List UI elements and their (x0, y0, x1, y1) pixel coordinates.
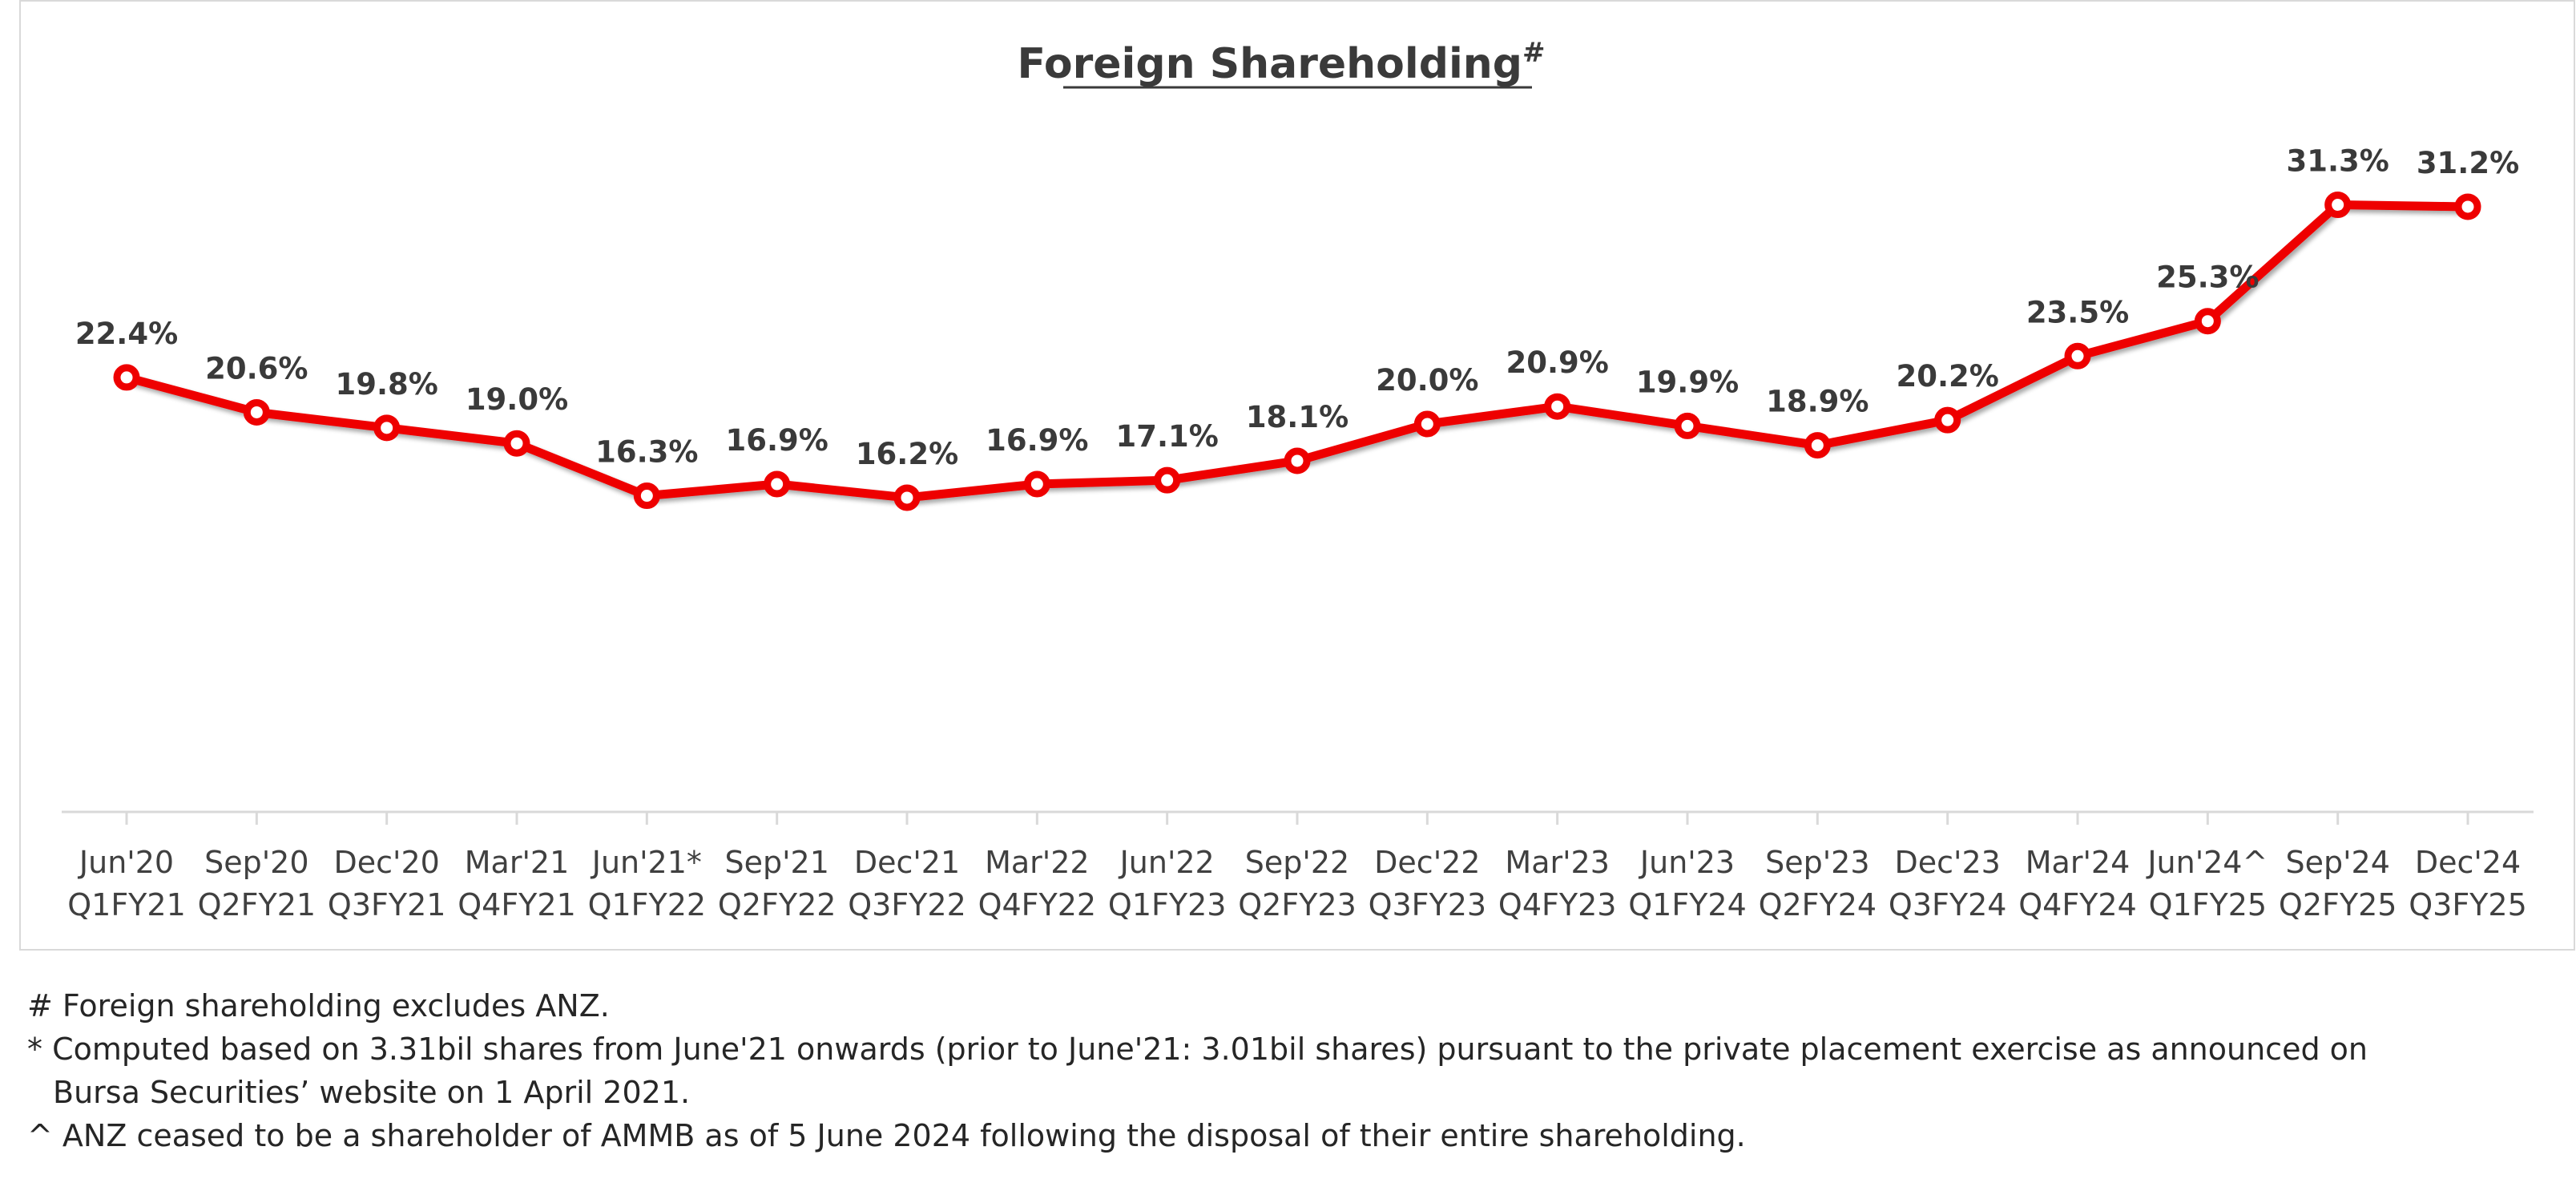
footnote-caret: ^ ANZ ceased to be a shareholder of AMMB… (27, 1118, 1746, 1153)
data-point (243, 398, 270, 426)
data-label: 19.8% (335, 367, 437, 402)
x-tick-label-quarter: Q3FY24 (1889, 887, 2007, 923)
x-tick-label-month: Dec'21 (854, 845, 960, 880)
x-tick-label-quarter: Q2FY21 (198, 887, 316, 923)
x-tick-label-quarter: Q4FY21 (458, 887, 576, 923)
chart-title: Foreign Shareholding# (1017, 37, 1546, 89)
x-tick-label-month: Dec'23 (1894, 845, 2000, 880)
x-tick-label-month: Mar'22 (985, 845, 1090, 880)
footnote-hash: # Foreign shareholding excludes ANZ. (27, 988, 610, 1023)
x-tick-label-month: Mar'23 (1505, 845, 1610, 880)
data-point (1544, 393, 1571, 420)
x-tick-label-quarter: Q1FY24 (1628, 887, 1747, 923)
data-point (1154, 466, 1181, 494)
chart-frame: Foreign Shareholding# Jun'20 Q1FY21 Sep'20… (19, 0, 2575, 951)
x-tick-label-month: Jun'22 (1119, 845, 1215, 880)
footnotes: # Foreign shareholding excludes ANZ. * C… (27, 984, 2551, 1157)
x-tick-label-month: Jun'23 (1639, 845, 1735, 880)
x-tick-label-month: Dec'22 (1374, 845, 1480, 880)
x-tick-label-quarter: Q1FY23 (1108, 887, 1227, 923)
x-tick-label-month: Jun'20 (78, 845, 174, 880)
data-point (2194, 308, 2221, 335)
data-label: 20.9% (1506, 345, 1608, 380)
x-tick-label-quarter: Q1FY25 (2149, 887, 2268, 923)
data-label: 16.2% (856, 437, 958, 471)
data-point (2454, 193, 2481, 220)
x-tick-label-quarter: Q4FY24 (2018, 887, 2137, 923)
data-label: 23.5% (2026, 295, 2129, 329)
x-tick-label-quarter: Q2FY24 (1759, 887, 1877, 923)
x-tick-label-quarter: Q4FY23 (1498, 887, 1617, 923)
chart-title-superscript: # (1522, 37, 1546, 69)
data-label: 19.0% (466, 382, 568, 417)
x-tick-label-quarter: Q3FY21 (328, 887, 446, 923)
x-tick-label-quarter: Q2FY23 (1238, 887, 1357, 923)
x-tick-label-month: Mar'24 (2026, 845, 2131, 880)
data-point (1284, 447, 1311, 474)
x-tick-label-quarter: Q3FY22 (848, 887, 966, 923)
x-tick-label-month: Sep'20 (204, 845, 308, 880)
series-layer (113, 192, 2481, 511)
x-tick-label-quarter: Q1FY22 (588, 887, 707, 923)
x-tick-label-quarter: Q2FY22 (718, 887, 836, 923)
data-point (1674, 412, 1701, 439)
footnote-asterisk-continued: Bursa Securities’ website on 1 April 202… (53, 1075, 691, 1110)
data-label: 16.9% (725, 423, 828, 458)
x-tick-label-month: Sep'24 (2285, 845, 2389, 880)
x-tick-label-month: Dec'24 (2415, 845, 2521, 880)
data-point (764, 470, 791, 498)
x-axis-tick-labels: Jun'20 Q1FY21 Sep'20 Q2FY21 Dec'20 Q3FY21 Mar'… (67, 845, 2527, 923)
x-tick-label-month: Sep'22 (1245, 845, 1349, 880)
x-tick-label-month: Sep'23 (1765, 845, 1869, 880)
data-point (503, 430, 530, 457)
chart-title-text: Foreign Shareholding (1017, 40, 1522, 88)
data-labels: 22.4% 20.6% 19.8% 19.0% 16.3% 16.9% 16.2% 16.9%… (75, 144, 2519, 471)
x-tick-label-quarter: Q4FY22 (978, 887, 1097, 923)
data-label: 16.3% (595, 435, 698, 470)
x-tick-label-month: Jun'24^ (2146, 845, 2268, 880)
data-label: 31.2% (2417, 146, 2519, 180)
data-point (373, 414, 401, 442)
x-tick-label-quarter: Q3FY23 (1369, 887, 1487, 923)
data-point (1413, 410, 1441, 438)
footnote-asterisk: * Computed based on 3.31bil shares from … (27, 1032, 2368, 1067)
data-point (633, 482, 660, 510)
data-label: 31.3% (2286, 144, 2389, 179)
data-label: 18.1% (1246, 400, 1348, 434)
data-label: 20.6% (205, 351, 308, 386)
data-point (1804, 432, 1831, 459)
data-point (113, 364, 140, 391)
data-label: 25.3% (2156, 260, 2259, 295)
x-tick-label-quarter: Q2FY25 (2279, 887, 2397, 923)
data-label: 17.1% (1115, 419, 1218, 454)
x-tick-label-month: Jun'21* (591, 845, 702, 880)
x-tick-label-month: Dec'20 (333, 845, 439, 880)
x-tick-label-quarter: Q1FY21 (67, 887, 186, 923)
data-point (1023, 470, 1050, 498)
x-axis-ticks (125, 812, 2469, 825)
svg-text:Foreign Shareholding#: Foreign Shareholding# (1017, 37, 1545, 88)
data-label: 16.9% (986, 423, 1088, 458)
data-point (1934, 406, 1961, 434)
data-label: 19.9% (1636, 365, 1739, 399)
x-tick-label-month: Sep'21 (724, 845, 828, 880)
x-tick-label-quarter: Q3FY25 (2409, 887, 2527, 923)
data-point (893, 484, 921, 511)
line-chart: Foreign Shareholding# Jun'20 Q1FY21 Sep'20… (62, 37, 2534, 923)
data-label: 18.9% (1766, 385, 1869, 419)
data-point (2324, 192, 2352, 219)
data-label: 22.4% (75, 317, 178, 351)
data-label: 20.0% (1376, 363, 1478, 398)
x-tick-label-month: Mar'21 (465, 845, 570, 880)
data-point (2064, 342, 2091, 369)
data-label: 20.2% (1896, 359, 1998, 394)
